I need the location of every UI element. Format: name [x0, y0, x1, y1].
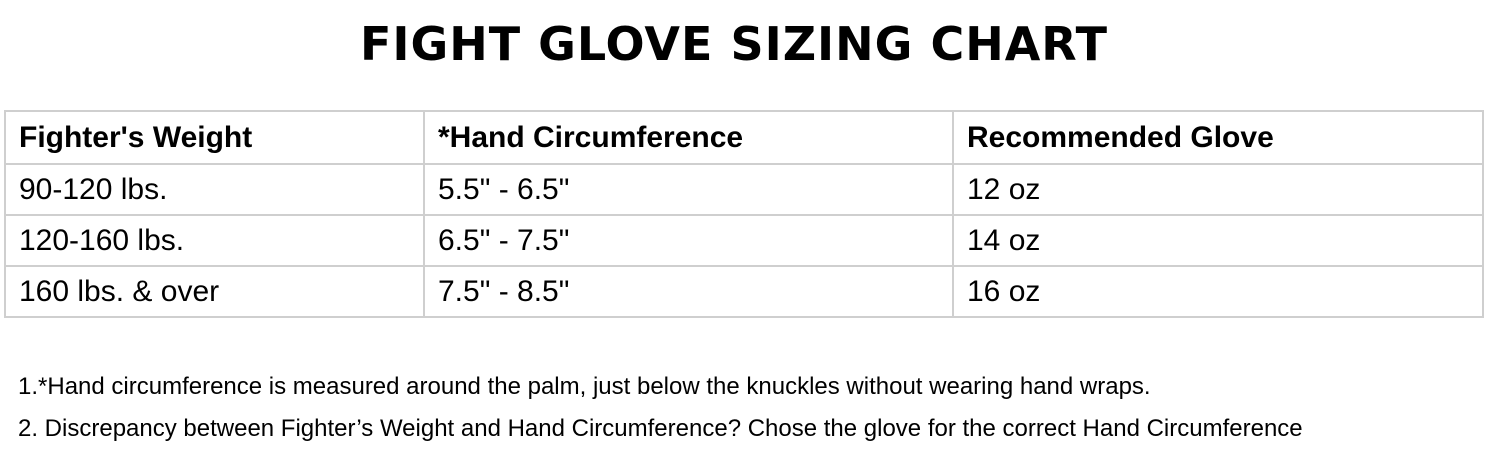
table-row: 160 lbs. & over 7.5" - 8.5" 16 oz	[4, 265, 1484, 318]
table-row: 90-120 lbs. 5.5" - 6.5" 12 oz	[4, 163, 1484, 216]
header-fighters-weight: Fighter's Weight	[4, 110, 425, 165]
weight-cell: 160 lbs. & over	[4, 265, 425, 318]
header-hand-circumference: *Hand Circumference	[423, 110, 954, 165]
circumference-cell: 7.5" - 8.5"	[423, 265, 954, 318]
sizing-table: Fighter's Weight *Hand Circumference Rec…	[4, 110, 1484, 318]
circumference-cell: 6.5" - 7.5"	[423, 214, 954, 267]
glove-cell: 12 oz	[952, 163, 1484, 216]
table-row: 120-160 lbs. 6.5" - 7.5" 14 oz	[4, 214, 1484, 267]
weight-cell: 120-160 lbs.	[4, 214, 425, 267]
footnote-discrepancy: 2. Discrepancy between Fighter’s Weight …	[18, 415, 1303, 442]
circumference-cell: 5.5" - 6.5"	[423, 163, 954, 216]
header-recommended-glove: Recommended Glove	[952, 110, 1484, 165]
footnote-measurement: 1.*Hand circumference is measured around…	[18, 373, 1151, 400]
glove-cell: 16 oz	[952, 265, 1484, 318]
footnotes: 1.*Hand circumference is measured around…	[18, 366, 1303, 450]
table-header-row: Fighter's Weight *Hand Circumference Rec…	[4, 110, 1484, 165]
glove-cell: 14 oz	[952, 214, 1484, 267]
page-title: FIGHT GLOVE SIZING CHART	[359, 17, 1109, 71]
weight-cell: 90-120 lbs.	[4, 163, 425, 216]
